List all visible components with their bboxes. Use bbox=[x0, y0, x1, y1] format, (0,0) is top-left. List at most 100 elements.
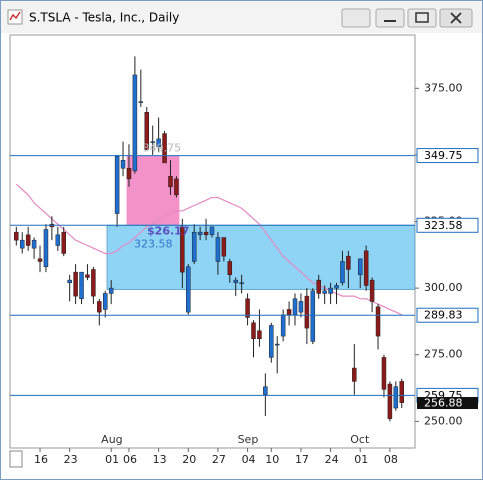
candle-body bbox=[114, 155, 120, 214]
window-title: S.TSLA - Tesla, Inc., Daily bbox=[29, 11, 179, 25]
candle-body bbox=[245, 298, 250, 318]
level-label: 349.75 bbox=[424, 149, 463, 162]
candle-body bbox=[263, 386, 268, 395]
app-icon-glyph bbox=[9, 11, 21, 21]
candle-body bbox=[43, 229, 49, 268]
candle-body bbox=[186, 266, 191, 313]
candle-body bbox=[334, 285, 339, 289]
y-tick-label: 275.00 bbox=[424, 348, 463, 361]
candle-body bbox=[269, 325, 274, 358]
minimize-button[interactable] bbox=[375, 8, 405, 28]
candle-body bbox=[174, 178, 179, 196]
candle-body bbox=[280, 314, 286, 337]
level-label: 323.58 bbox=[424, 219, 463, 232]
candle-body bbox=[251, 322, 256, 340]
candle-body bbox=[31, 239, 37, 249]
zone-diff-label: $26.17 bbox=[147, 224, 189, 237]
candle-body bbox=[387, 383, 393, 419]
x-tick-label: 13 bbox=[153, 453, 167, 466]
candle-body bbox=[221, 237, 227, 257]
candle-body bbox=[215, 237, 221, 262]
candle-body bbox=[286, 309, 292, 316]
candle-body bbox=[61, 231, 66, 254]
candle-body bbox=[310, 290, 316, 342]
link-button[interactable] bbox=[341, 8, 371, 28]
candle-body bbox=[233, 279, 238, 284]
y-tick-label: 250.00 bbox=[424, 414, 463, 427]
candle-body bbox=[203, 231, 209, 236]
candle-body bbox=[209, 226, 215, 236]
corner-button[interactable] bbox=[9, 450, 23, 468]
candle-body bbox=[97, 301, 102, 313]
candle-body bbox=[381, 357, 387, 390]
candle-body bbox=[399, 381, 404, 403]
moving-average bbox=[15, 183, 403, 316]
x-tick-label: 08 bbox=[384, 453, 398, 466]
candle-body bbox=[120, 159, 126, 169]
candle-body bbox=[156, 138, 161, 148]
candle-body bbox=[322, 290, 327, 294]
candle-body bbox=[144, 112, 150, 150]
maximize-button[interactable] bbox=[407, 8, 437, 28]
maximize-glyph bbox=[415, 12, 429, 23]
y-tick-label: 375.00 bbox=[424, 81, 463, 94]
level-label-box bbox=[416, 217, 479, 233]
candle-body bbox=[91, 269, 96, 297]
candle-body bbox=[340, 261, 345, 284]
candle-body bbox=[257, 330, 262, 340]
candle-body bbox=[191, 231, 197, 262]
y-tick-label: 300.00 bbox=[424, 281, 463, 294]
candle-body bbox=[138, 101, 144, 103]
x-tick-label: 01 bbox=[105, 453, 119, 466]
x-tick-label: 23 bbox=[64, 453, 78, 466]
candle-body bbox=[73, 271, 78, 297]
candle-body bbox=[79, 271, 84, 300]
candle-body bbox=[180, 226, 185, 273]
candle-body bbox=[197, 231, 203, 236]
level-label-box bbox=[416, 307, 479, 323]
candle-body bbox=[274, 343, 280, 346]
candle-body bbox=[316, 279, 321, 294]
candle-body bbox=[19, 239, 25, 249]
candle-body bbox=[352, 367, 357, 382]
candle-body bbox=[363, 250, 369, 286]
x-tick-label: 06 bbox=[123, 453, 137, 466]
candle-body bbox=[227, 261, 233, 276]
candle-body bbox=[239, 282, 244, 285]
x-tick-label: 16 bbox=[34, 453, 48, 466]
zone-top-label: 323.58 bbox=[134, 237, 173, 250]
level-label-box bbox=[416, 148, 479, 164]
candle-body bbox=[108, 287, 114, 294]
zone bbox=[106, 224, 416, 290]
close-glyph bbox=[450, 12, 462, 24]
last-price-box bbox=[417, 397, 478, 410]
candle-body bbox=[25, 234, 31, 246]
candle-body bbox=[357, 258, 363, 276]
last-price-label: 256.88 bbox=[424, 397, 463, 410]
x-tick-label: 10 bbox=[265, 453, 279, 466]
candle-body bbox=[168, 175, 173, 188]
candle-body bbox=[298, 301, 304, 313]
candle-body bbox=[37, 258, 43, 262]
candle-body bbox=[375, 306, 381, 337]
x-tick-label: 24 bbox=[325, 453, 339, 466]
candle-body bbox=[162, 133, 167, 164]
x-tick-label: 20 bbox=[182, 453, 196, 466]
candle-body bbox=[304, 295, 310, 329]
candle-body bbox=[346, 255, 351, 270]
candle-body bbox=[292, 298, 298, 316]
candle-body bbox=[393, 386, 399, 409]
month-label: Oct bbox=[350, 433, 370, 446]
month-label: Sep bbox=[238, 433, 259, 446]
x-tick-label: 27 bbox=[212, 453, 226, 466]
candle-body bbox=[67, 279, 72, 284]
x-tick-label: 01 bbox=[354, 453, 368, 466]
candle-body bbox=[132, 74, 138, 172]
candle-body bbox=[85, 274, 90, 278]
candle-body bbox=[126, 167, 132, 180]
candle-body bbox=[328, 287, 333, 294]
candle-body bbox=[150, 141, 155, 143]
zone-top-label: 349.75 bbox=[143, 142, 182, 155]
month-label: Aug bbox=[101, 433, 122, 446]
